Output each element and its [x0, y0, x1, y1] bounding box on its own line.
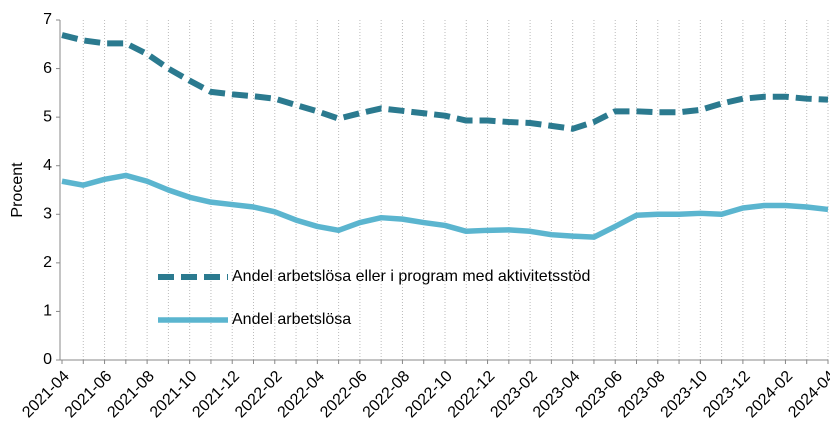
line — [61, 32, 829, 132]
y-axis-label: Procent — [9, 162, 26, 218]
y-tick-label: 5 — [43, 108, 52, 125]
y-tick-label: 6 — [43, 60, 52, 77]
y-tick-label: 7 — [43, 11, 52, 28]
y-tick-label: 0 — [43, 351, 52, 368]
y-tick-label: 2 — [43, 254, 52, 271]
y-tick-label: 1 — [43, 303, 52, 320]
line — [61, 172, 829, 240]
y-tick-label: 3 — [43, 206, 52, 223]
y-tick-label: 4 — [43, 157, 52, 174]
legend-label: Andel arbetslösa — [232, 311, 351, 328]
legend-label: Andel arbetslösa eller i program med akt… — [232, 268, 590, 285]
